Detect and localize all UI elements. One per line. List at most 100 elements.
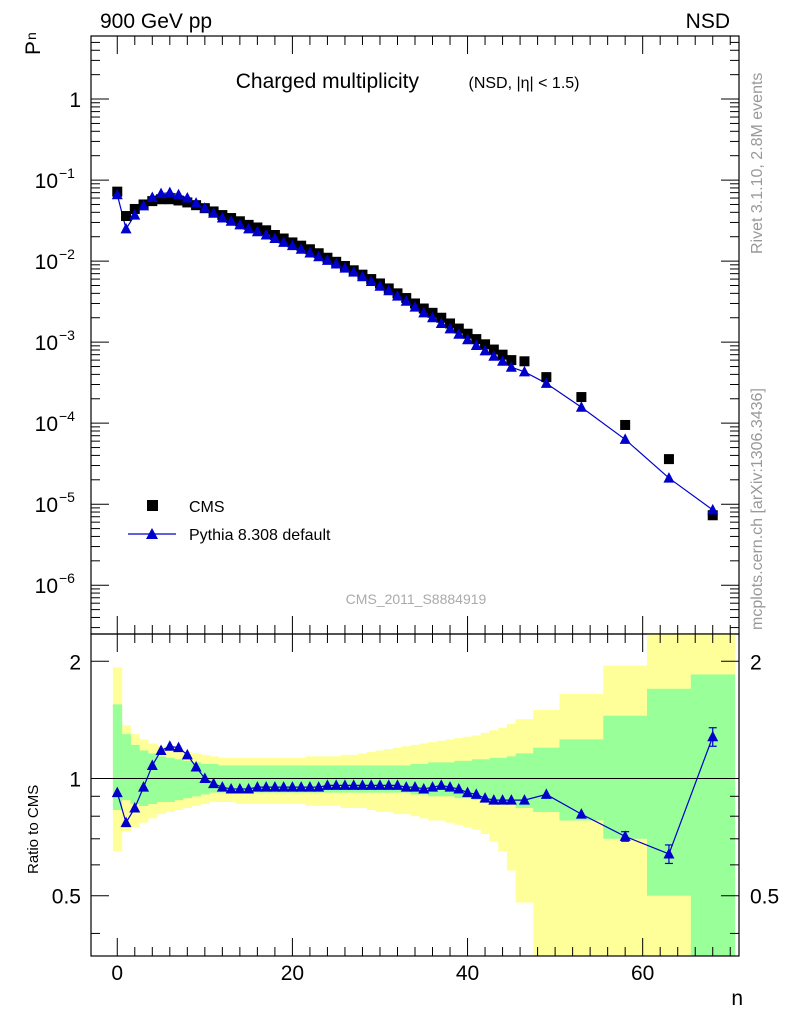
stat-band (515, 753, 534, 808)
ratio-point (356, 779, 368, 790)
cms-point (519, 356, 530, 367)
y-tick-label-exponent: −6 (59, 570, 75, 586)
stat-band (445, 762, 455, 797)
ratio-y-axis-label: Ratio to CMS (25, 785, 42, 874)
pythia-point (374, 280, 386, 291)
pythia-point (518, 365, 530, 377)
stat-band (489, 757, 499, 803)
stat-band (498, 757, 508, 803)
ratio-point (260, 781, 272, 792)
ratio-point (707, 730, 719, 742)
ratio-point (348, 779, 360, 790)
y-tick-label: 10 (35, 575, 58, 598)
pythia-point (304, 246, 316, 258)
cms-point (620, 419, 631, 430)
ratio-point (444, 781, 456, 792)
pythia-point (497, 355, 509, 366)
ratio-point (400, 781, 412, 792)
stat-band (603, 715, 648, 839)
ratio-point (278, 781, 290, 792)
y-tick-label-exponent: −1 (59, 165, 75, 181)
pythia-point (356, 270, 368, 282)
stat-band (314, 765, 324, 793)
stat-band (647, 688, 692, 896)
cms-point (497, 349, 508, 360)
ratio-point (505, 794, 517, 805)
pythia-point (339, 262, 351, 273)
stat-band (305, 765, 315, 793)
legend-cms-marker (147, 500, 158, 511)
ratio-point (479, 792, 491, 803)
ratio-point (173, 741, 185, 753)
stat-band (454, 760, 464, 799)
header-left: 900 GeV pp (100, 10, 212, 33)
cms-point (471, 334, 482, 345)
y-axis-label: P (22, 41, 45, 55)
ratio-point (251, 781, 263, 792)
ratio-y-tick-label: 0.5 (52, 886, 81, 909)
stat-band (428, 762, 438, 797)
pythia-point (453, 328, 465, 339)
ratio-point (540, 788, 552, 799)
ratio-point (216, 781, 228, 792)
pythia-point (243, 222, 255, 234)
pythia-point (707, 503, 719, 515)
stat-band (340, 765, 350, 793)
pythia-point (225, 215, 237, 226)
pythia-point (129, 209, 141, 220)
pythia-point (164, 186, 176, 198)
stat-band (533, 747, 560, 813)
ratio-point (313, 781, 325, 792)
pythia-point (181, 192, 193, 203)
y-axis-label-subscript: n (23, 32, 39, 40)
legend: CMS Pythia 8.308 default (128, 499, 331, 544)
ratio-point (374, 779, 386, 790)
y-tick-label: 10 (35, 494, 58, 517)
cms-point (480, 339, 491, 350)
pythia-point (462, 333, 474, 345)
main-panel: 110−110−210−310−410−510−6 Charged multip… (22, 32, 740, 635)
legend-pythia-marker (146, 528, 158, 539)
stat-band (279, 765, 289, 793)
stat-band (165, 757, 175, 803)
ratio-point (138, 781, 150, 792)
ratio-point (497, 794, 509, 805)
ratio-point (120, 816, 132, 828)
ratio-point (427, 781, 439, 792)
stat-band (121, 734, 131, 801)
pythia-point (444, 322, 456, 334)
pythia-point (260, 228, 272, 240)
pythia-point (190, 197, 202, 208)
stat-band (296, 765, 307, 793)
ratio-point (164, 740, 176, 751)
ratio-point (304, 781, 316, 792)
pythia-point (435, 317, 447, 328)
pythia-point (313, 250, 325, 262)
pythia-point (286, 239, 298, 251)
pythia-point (479, 344, 491, 356)
ratio-point (155, 744, 167, 755)
stat-band (410, 763, 420, 795)
pythia-point (111, 188, 123, 200)
ratio-point (339, 779, 351, 790)
stat-band (244, 765, 254, 793)
pythia-point (208, 207, 220, 218)
chart-title: Charged multiplicity (236, 70, 420, 93)
stat-band (419, 763, 429, 795)
cms-point (576, 392, 587, 403)
pythia-point (251, 225, 263, 237)
ratio-point (470, 788, 482, 799)
stat-band (156, 756, 166, 803)
ratio-point (295, 781, 307, 792)
legend-pythia-label: Pythia 8.308 default (189, 527, 331, 544)
ratio-point (409, 781, 421, 792)
ratio-point (383, 779, 395, 790)
pythia-point (216, 212, 228, 223)
pythia-point (138, 199, 150, 211)
stat-band (235, 765, 245, 793)
ratio-point (208, 777, 220, 789)
stat-sys-band (515, 719, 534, 903)
ratio-point (462, 786, 474, 798)
stat-band (559, 739, 604, 821)
y-tick-label-exponent: −4 (59, 408, 75, 424)
